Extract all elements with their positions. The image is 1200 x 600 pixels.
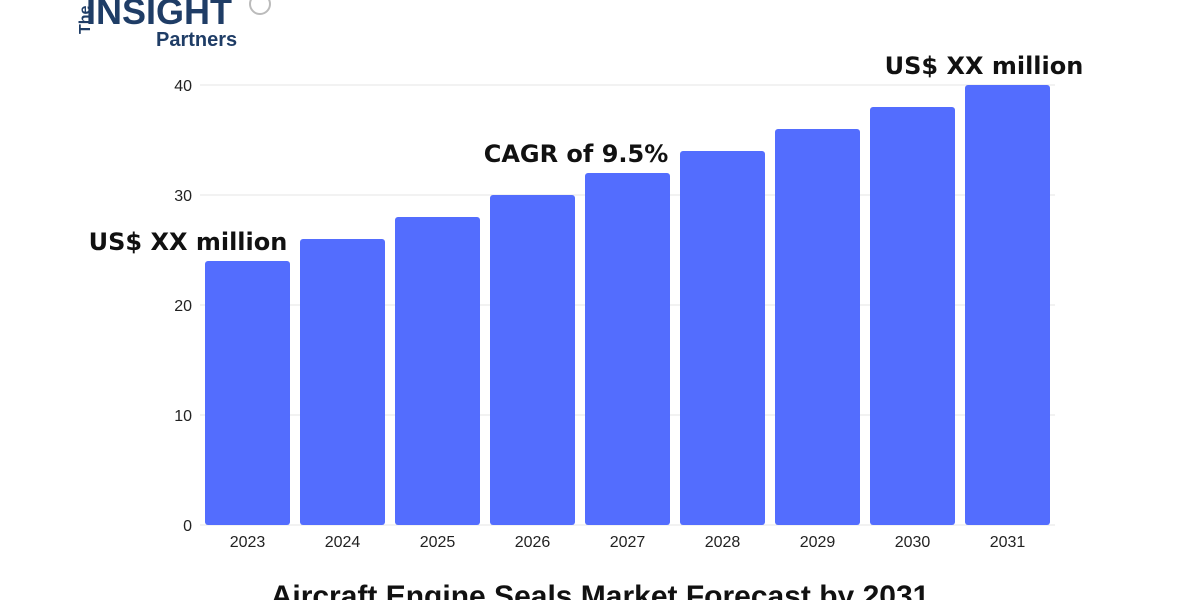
bar xyxy=(585,173,670,525)
bar xyxy=(205,261,290,525)
bar xyxy=(395,217,480,525)
bar xyxy=(965,85,1050,525)
y-tick-label: 30 xyxy=(174,188,192,205)
bar xyxy=(870,107,955,525)
x-tick-label: 2030 xyxy=(895,534,931,551)
chart-title: Aircraft Engine Seals Market Forecast by… xyxy=(271,580,930,600)
y-tick-label: 20 xyxy=(174,298,192,315)
bar xyxy=(775,129,860,525)
logo-icon xyxy=(249,0,271,15)
logo: The INSIGHT Partners xyxy=(77,0,271,51)
x-tick-label: 2026 xyxy=(515,534,551,551)
y-tick-label: 0 xyxy=(183,518,192,535)
x-tick-label: 2031 xyxy=(990,534,1026,551)
x-tick-label: 2029 xyxy=(800,534,836,551)
annotation: US$ XX million xyxy=(885,52,1084,80)
x-tick-label: 2028 xyxy=(705,534,741,551)
bar xyxy=(300,239,385,525)
annotation: US$ XX million xyxy=(89,228,288,256)
bar xyxy=(680,151,765,525)
logo-sub: Partners xyxy=(156,29,237,51)
x-tick-label: 2025 xyxy=(420,534,456,551)
logo-name: INSIGHT xyxy=(86,0,232,32)
annotation: CAGR of 9.5% xyxy=(484,140,669,168)
y-tick-label: 40 xyxy=(174,78,192,95)
bar xyxy=(490,195,575,525)
x-tick-label: 2023 xyxy=(230,534,266,551)
x-tick-label: 2027 xyxy=(610,534,646,551)
x-tick-label: 2024 xyxy=(325,534,361,551)
y-tick-label: 10 xyxy=(174,408,192,425)
logo-prefix: The xyxy=(77,5,94,34)
